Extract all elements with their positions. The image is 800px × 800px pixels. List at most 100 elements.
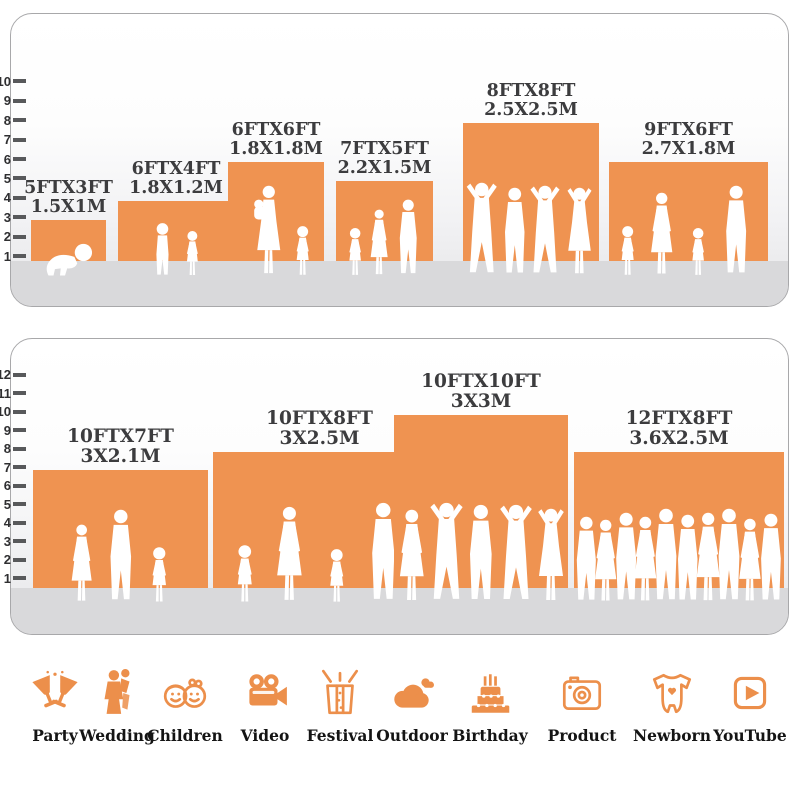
girl-silhouette bbox=[289, 225, 316, 277]
girl-silhouette bbox=[322, 548, 351, 604]
tick-mark bbox=[13, 372, 26, 377]
category-label: Video bbox=[240, 726, 290, 745]
tick-label: 2 bbox=[3, 552, 11, 567]
backdrop-bar-6ftx4ft: 6FTX4FT 1.8X1.2M bbox=[118, 159, 234, 261]
size-m: 1.8X1.2M bbox=[129, 177, 223, 198]
axis-tick-6: 6 bbox=[0, 478, 26, 494]
girl-silhouette bbox=[614, 225, 641, 277]
festival-icon bbox=[321, 669, 359, 715]
tick-mark bbox=[13, 557, 26, 562]
tick-mark bbox=[13, 446, 26, 451]
tick-label: 8 bbox=[3, 112, 11, 128]
size-m: 3X2.5M bbox=[279, 427, 360, 449]
bar-size-label: 10FTX8FT 3X2.5M bbox=[266, 407, 373, 449]
category-festival: Festival bbox=[298, 668, 382, 745]
tick-label: 10 bbox=[0, 73, 11, 89]
tick-label: 7 bbox=[3, 459, 11, 475]
product-icon bbox=[562, 676, 602, 710]
size-ft: 10FTX8FT bbox=[266, 407, 373, 429]
woman-silhouette bbox=[644, 192, 679, 277]
tick-mark bbox=[13, 576, 26, 580]
tick-label: 9 bbox=[3, 422, 11, 438]
newborn-icon bbox=[652, 673, 692, 714]
axis-tick-3: 3 bbox=[0, 209, 26, 225]
size-ft: 10FTX7FT bbox=[67, 426, 174, 447]
backdrop-bar-6ftx6ft: 6FTX6FT 1.8X1.8M bbox=[228, 121, 324, 261]
axis-tick-9: 9 bbox=[0, 422, 26, 438]
small-backdrops-panel: 5FTX3FT 1.5X1M 6FTX4FT 1.8X1.2M 6FTX6FT 1.8X1… bbox=[10, 13, 789, 307]
category-label: Outdoor bbox=[376, 726, 448, 745]
tick-mark bbox=[13, 465, 26, 469]
tick-label: 2 bbox=[3, 229, 11, 245]
bar-size-label: 6FTX4FT 1.8X1.2M bbox=[129, 159, 223, 198]
category-label: Product bbox=[547, 726, 617, 745]
axis-tick-8: 8 bbox=[0, 112, 26, 128]
backdrop-bar-9ftx6ft: 9FTX6FT 2.7X1.8M bbox=[609, 121, 768, 261]
girl-silhouette bbox=[180, 230, 205, 277]
woman-silhouette bbox=[269, 506, 310, 604]
category-label: Wedding bbox=[79, 726, 155, 745]
category-wedding: Wedding bbox=[75, 668, 159, 745]
tick-label: 6 bbox=[3, 478, 11, 493]
size-m: 1.5X1M bbox=[30, 197, 107, 218]
tick-label: 5 bbox=[3, 170, 11, 186]
category-party: Party bbox=[13, 668, 97, 745]
tick-mark bbox=[13, 539, 26, 543]
axis-tick-12: 12 bbox=[0, 367, 26, 383]
axis-tick-1: 1 bbox=[0, 248, 26, 264]
party-icon bbox=[32, 670, 78, 708]
tick-mark bbox=[13, 79, 26, 84]
axis-tick-5: 5 bbox=[0, 170, 26, 186]
category-label: Children bbox=[147, 726, 223, 745]
backdrop-bar-5ftx3ft: 5FTX3FT 1.5X1M bbox=[24, 179, 113, 261]
category-children: Children bbox=[143, 668, 227, 745]
size-ft: 9FTX6FT bbox=[644, 120, 733, 140]
backdrop-bar-10ftx10ft: 10FTX10FT 3X3M bbox=[394, 371, 568, 589]
category-newborn: Newborn bbox=[630, 668, 714, 745]
tick-label: 8 bbox=[3, 441, 11, 456]
tick-label: 6 bbox=[3, 151, 11, 167]
tick-mark bbox=[13, 195, 26, 200]
tick-label: 12 bbox=[0, 367, 11, 382]
size-m: 3.6X2.5M bbox=[629, 427, 729, 449]
category-label: Party bbox=[32, 726, 78, 745]
tick-mark bbox=[13, 428, 26, 432]
backdrop-bar-10ftx7ft: 10FTX7FT 3X2.1M bbox=[33, 427, 208, 588]
category-outdoor: Outdoor bbox=[370, 668, 454, 745]
tick-mark bbox=[13, 98, 26, 103]
category-label: Birthday bbox=[452, 726, 528, 745]
category-birthday: Birthday bbox=[448, 668, 532, 745]
backdrop-bar-12ftx8ft: 12FTX8FT 3.6X2.5M bbox=[574, 408, 784, 589]
tick-label: 1 bbox=[3, 248, 11, 264]
man-silhouette bbox=[101, 509, 141, 604]
medium-backdrops-panel: 10FTX7FT 3X2.1M 10FTX8FT 3X2.5M 10FTX10FT 3X3… bbox=[10, 338, 789, 635]
bar-size-label: 5FTX3FT 1.5X1M bbox=[24, 179, 113, 217]
bar-size-label: 9FTX6FT 2.7X1.8M bbox=[642, 121, 736, 159]
tick-label: 7 bbox=[3, 132, 11, 148]
axis-tick-8: 8 bbox=[0, 441, 26, 457]
girl-silhouette bbox=[685, 227, 711, 277]
tick-mark bbox=[13, 483, 26, 488]
category-icon-row: Party Wedding bbox=[0, 660, 800, 770]
tick-mark bbox=[13, 409, 26, 414]
bar-size-label: 12FTX8FT 3.6X2.5M bbox=[625, 407, 733, 449]
size-m: 2.2X1.5M bbox=[337, 158, 432, 179]
category-video: Video bbox=[223, 668, 307, 745]
category-youtube: YouTube bbox=[708, 668, 792, 745]
backdrop-bar-8ftx8ft: 8FTX8FT 2.5X2.5M bbox=[463, 82, 599, 261]
size-ft: 6FTX6FT bbox=[231, 120, 321, 140]
axis-tick-7: 7 bbox=[0, 132, 26, 148]
size-m: 2.7X1.8M bbox=[641, 139, 736, 159]
axis-tick-1: 1 bbox=[0, 570, 26, 586]
size-m: 3X2.1M bbox=[80, 446, 161, 467]
category-product: Product bbox=[540, 668, 624, 745]
youtube-icon bbox=[733, 676, 767, 710]
axis-tick-9: 9 bbox=[0, 93, 26, 109]
bar-size-label: 8FTX8FT 2.5X2.5M bbox=[484, 82, 578, 120]
woman-silhouette bbox=[365, 209, 393, 277]
tick-label: 11 bbox=[0, 385, 11, 401]
size-ft: 12FTX8FT bbox=[625, 407, 733, 429]
outdoor-icon bbox=[394, 678, 434, 708]
womanup-silhouette bbox=[557, 187, 602, 277]
